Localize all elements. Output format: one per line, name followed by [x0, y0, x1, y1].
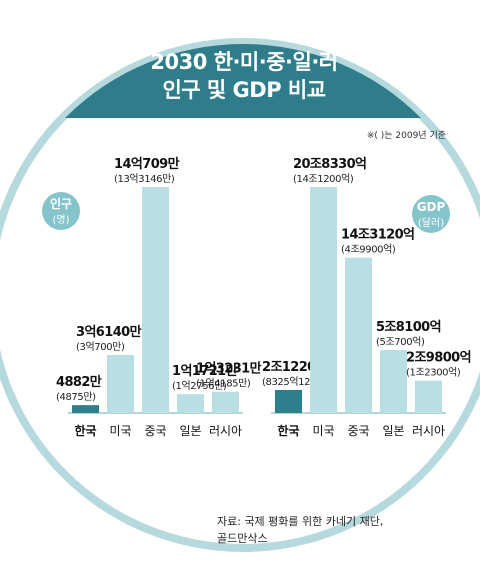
bar-3	[177, 394, 204, 413]
gdp-chart: GDP(달러)한국2조1220억(8325억1200만)미국20조8330억(1…	[262, 157, 472, 438]
panel-badge-title: 인구	[50, 196, 72, 211]
bar-1	[107, 354, 134, 413]
bar-0	[275, 389, 302, 413]
value-label-2009: (4875만)	[56, 391, 96, 403]
background-circle	[0, 46, 480, 544]
bar-4	[212, 391, 239, 413]
category-label: 미국	[312, 424, 334, 438]
value-label-2030: 14조3120억	[341, 228, 414, 243]
value-label-2030: 2조9800억	[406, 351, 471, 366]
base-year-note: ※( )는 2009년 기준	[366, 131, 446, 141]
category-label: 미국	[109, 424, 131, 438]
value-label-2009: (1억4185만)	[196, 378, 251, 390]
value-label-2009: (13억3146만)	[114, 173, 175, 185]
value-label-2030: 5조8100억	[376, 320, 441, 335]
panel-badge-unit: (명)	[52, 214, 69, 226]
category-label: 러시아	[412, 424, 445, 438]
value-label-2009: (3억700만)	[76, 341, 125, 353]
value-label-2009: (5조700억)	[376, 336, 425, 348]
chart-title: 2030 한·미·중·일·러 인구 및 GDP 비교	[78, 38, 410, 114]
value-label-2030: 14억709만	[114, 156, 180, 172]
value-label-2030: 4882만	[56, 374, 102, 390]
source-line-1: 자료: 국제 평화를 위한 카네기 재단,	[217, 515, 384, 528]
category-label: 러시아	[209, 424, 242, 438]
bar-4	[415, 380, 442, 413]
bar-3	[380, 349, 407, 413]
category-label: 중국	[144, 424, 166, 438]
value-label-2030: 20조8330억	[293, 157, 366, 172]
category-label: 한국	[74, 423, 96, 438]
value-label-2009: (1조2300억)	[406, 367, 461, 379]
source-line-2: 골드만삭스	[217, 532, 268, 545]
panel-badge	[42, 192, 80, 230]
value-label-2030: 1억1721만	[172, 363, 238, 379]
title-line-1: 2030 한·미·중·일·러	[150, 50, 338, 74]
panel-badge	[412, 195, 450, 233]
bar-2	[345, 257, 372, 413]
category-label: 중국	[347, 424, 369, 438]
bar-1	[310, 187, 337, 413]
value-label-2030: 3억6140만	[76, 324, 142, 340]
population-chart: 인구 (명) 한국 4882만(4875만) 미국 3억6140만(3억700만) 중국 14…	[42, 156, 262, 438]
category-label: 일본	[382, 424, 404, 438]
value-label-2030: 1억3231만	[196, 361, 262, 377]
panel-badge-unit: (달러)	[418, 217, 444, 229]
category-label: 한국	[277, 423, 299, 438]
bar-2	[142, 187, 169, 413]
value-label-2009: (1억2756만)	[172, 380, 227, 392]
bar-0	[72, 405, 99, 413]
source-credit: 자료: 국제 평화를 위한 카네기 재단, 골드만삭스	[217, 513, 383, 547]
title-line-2: 인구 및 GDP 비교	[162, 78, 326, 102]
value-label-2009: (4조9900억)	[341, 244, 396, 256]
value-label-2009: (14조1200억)	[293, 173, 354, 185]
category-label: 일본	[179, 424, 201, 438]
panel-badge-title: GDP	[417, 200, 446, 214]
